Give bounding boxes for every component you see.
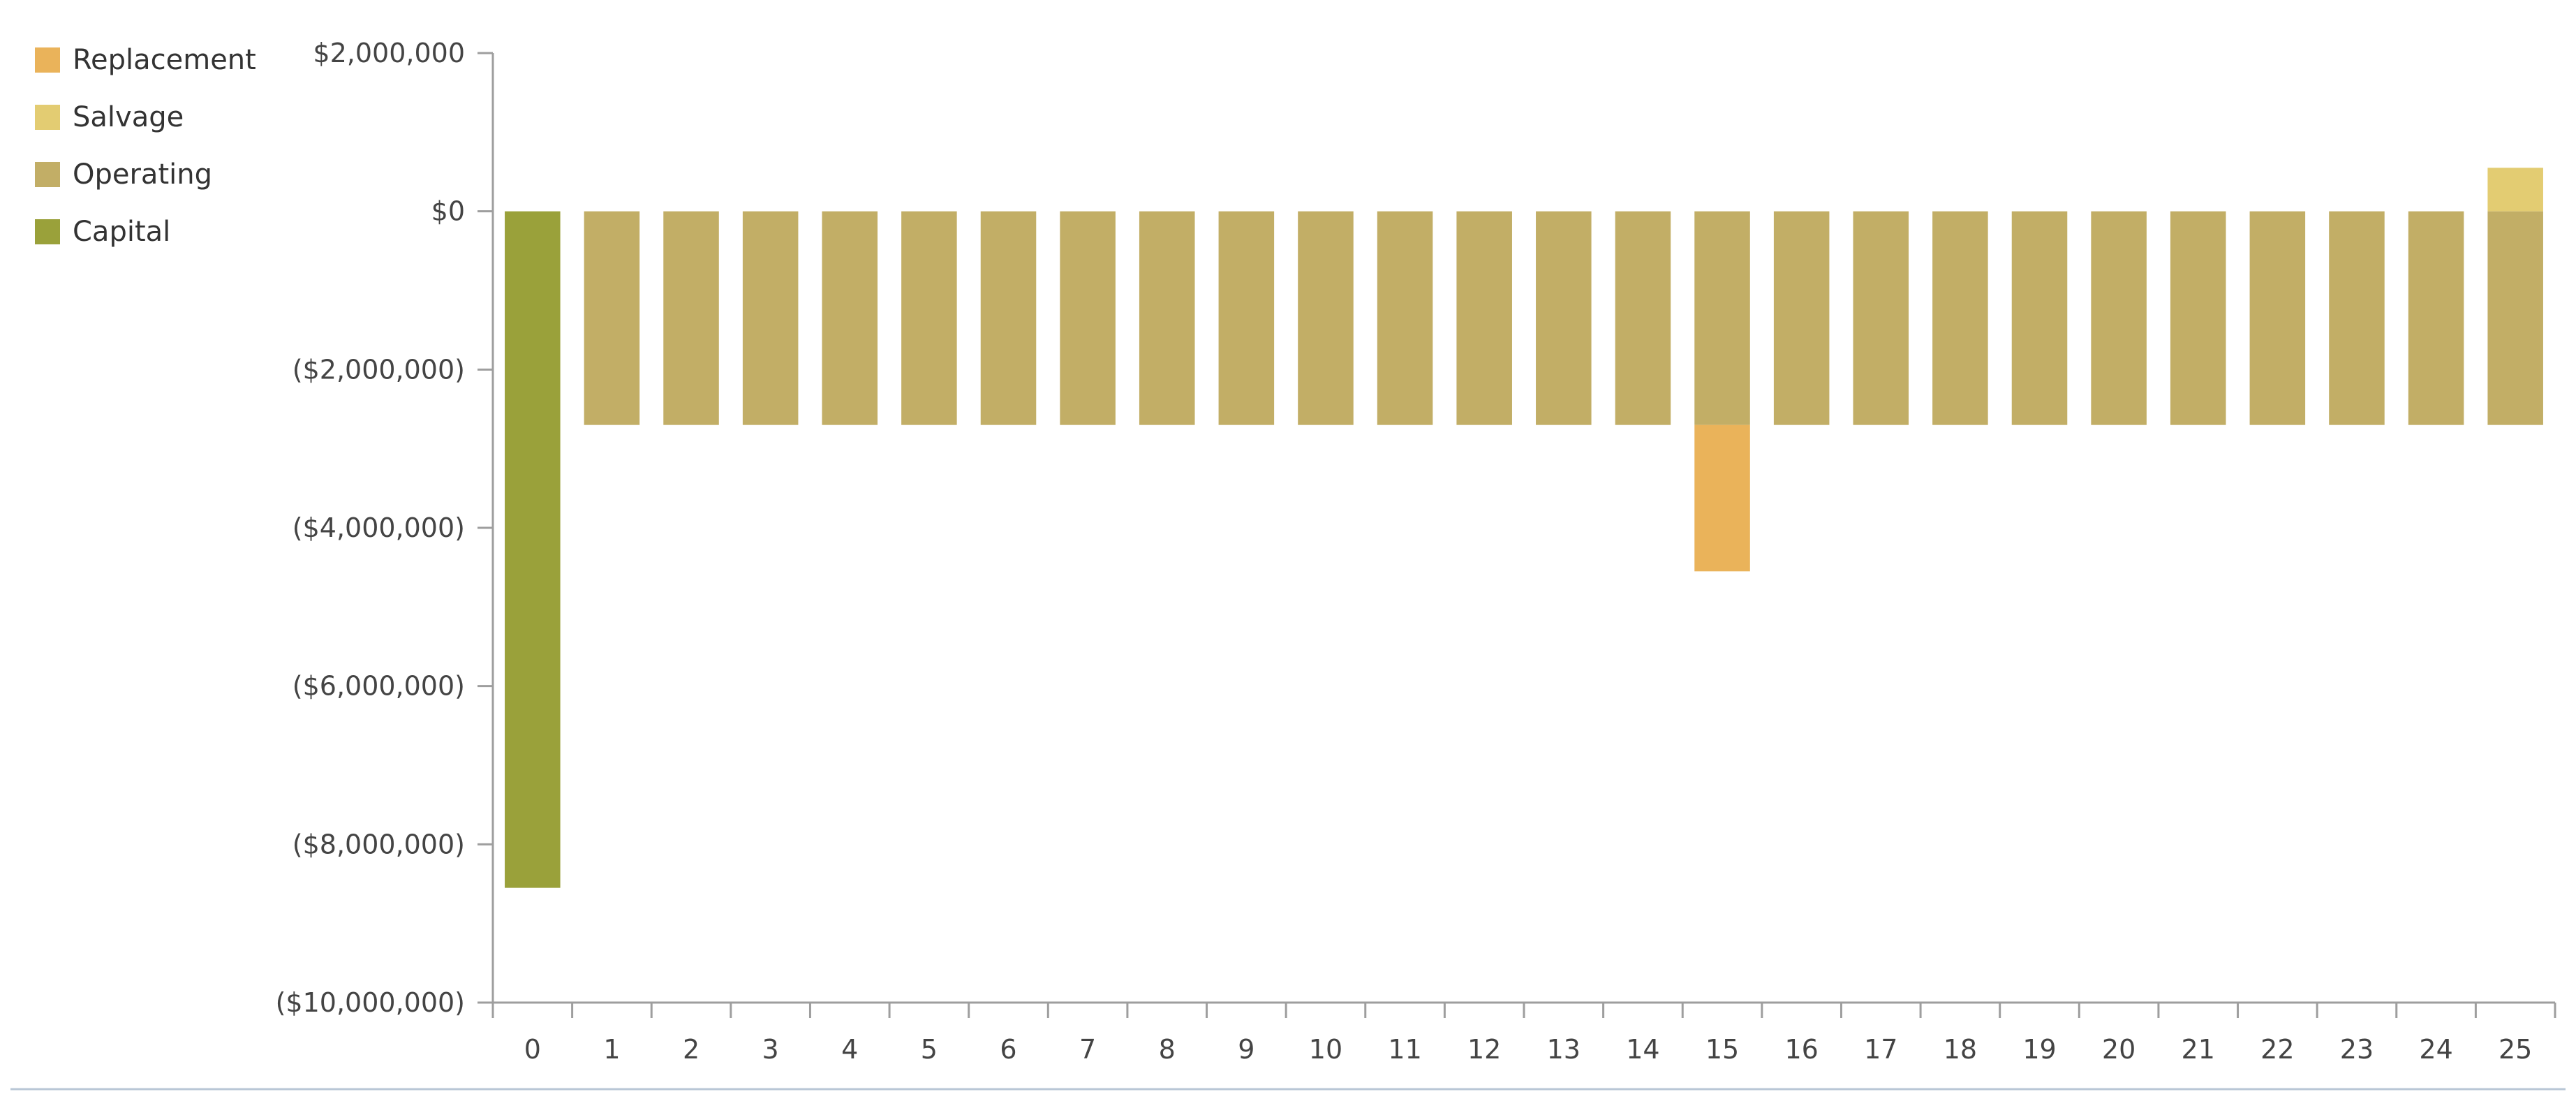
bar-operating-15 — [1694, 211, 1750, 425]
legend-label: Capital — [73, 216, 171, 248]
legend-label: Replacement — [73, 44, 256, 76]
bar-operating-21 — [2170, 211, 2226, 425]
x-tick-label: 6 — [1000, 1034, 1016, 1065]
legend-label: Operating — [73, 158, 212, 191]
y-tick-label: ($10,000,000) — [276, 987, 465, 1018]
legend-item-capital: Capital — [35, 203, 256, 260]
x-tick-label: 9 — [1238, 1034, 1254, 1065]
legend-item-salvage: Salvage — [35, 89, 256, 146]
x-tick-label: 13 — [1547, 1034, 1581, 1065]
bar-operating-8 — [1139, 211, 1195, 425]
x-tick-label: 1 — [603, 1034, 620, 1065]
legend: Replacement Salvage Operating Capital — [35, 31, 256, 260]
bar-operating-5 — [901, 211, 957, 425]
x-tick-label: 24 — [2419, 1034, 2452, 1065]
x-tick-label: 8 — [1159, 1034, 1176, 1065]
x-tick-label: 3 — [762, 1034, 779, 1065]
bar-operating-25 — [2487, 211, 2543, 425]
x-tick-label: 20 — [2102, 1034, 2135, 1065]
bar-operating-17 — [1853, 211, 1909, 425]
x-tick-label: 22 — [2260, 1034, 2294, 1065]
bar-operating-11 — [1377, 211, 1433, 425]
bar-operating-24 — [2408, 211, 2464, 425]
bar-operating-6 — [980, 211, 1037, 425]
x-tick-label: 10 — [1309, 1034, 1342, 1065]
x-tick-label: 21 — [2182, 1034, 2215, 1065]
bar-operating-14 — [1615, 211, 1671, 425]
bar-operating-9 — [1218, 211, 1275, 425]
y-tick-label: $2,000,000 — [313, 38, 465, 68]
legend-swatch — [35, 105, 60, 130]
x-tick-label: 5 — [921, 1034, 938, 1065]
bar-capital-0 — [505, 211, 561, 888]
x-tick-label: 15 — [1705, 1034, 1739, 1065]
legend-label: Salvage — [73, 101, 184, 133]
bar-operating-23 — [2329, 211, 2385, 425]
x-tick-label: 25 — [2499, 1034, 2532, 1065]
y-tick-label: ($8,000,000) — [293, 829, 465, 859]
bar-salvage-25 — [2487, 168, 2543, 212]
x-tick-label: 0 — [524, 1034, 541, 1065]
bar-operating-19 — [2011, 211, 2068, 425]
legend-swatch — [35, 162, 60, 187]
x-tick-label: 19 — [2022, 1034, 2056, 1065]
bar-replacement-15 — [1694, 424, 1750, 572]
legend-item-replacement: Replacement — [35, 31, 256, 89]
x-tick-label: 14 — [1626, 1034, 1659, 1065]
y-tick-label: $0 — [431, 196, 465, 227]
y-tick-label: ($4,000,000) — [293, 512, 465, 543]
bar-operating-22 — [2249, 211, 2306, 425]
bar-operating-18 — [1932, 211, 1988, 425]
bar-operating-13 — [1536, 211, 1592, 425]
bar-operating-7 — [1060, 211, 1116, 425]
bar-operating-10 — [1298, 211, 1354, 425]
legend-item-operating: Operating — [35, 146, 256, 203]
x-tick-label: 12 — [1467, 1034, 1501, 1065]
x-tick-label: 23 — [2340, 1034, 2374, 1065]
x-tick-label: 16 — [1784, 1034, 1818, 1065]
bar-operating-3 — [742, 211, 799, 425]
bar-operating-20 — [2091, 211, 2147, 425]
legend-swatch — [35, 47, 60, 73]
x-tick-label: 2 — [683, 1034, 699, 1065]
bar-operating-12 — [1456, 211, 1512, 425]
bar-operating-4 — [822, 211, 878, 425]
x-tick-label: 7 — [1079, 1034, 1096, 1065]
x-tick-label: 18 — [1944, 1034, 1977, 1065]
x-tick-label: 17 — [1864, 1034, 1897, 1065]
y-tick-label: ($6,000,000) — [293, 671, 465, 702]
x-tick-label: 11 — [1388, 1034, 1421, 1065]
legend-swatch — [35, 219, 60, 244]
y-tick-label: ($2,000,000) — [293, 354, 465, 385]
bar-operating-1 — [584, 211, 640, 425]
x-tick-label: 4 — [841, 1034, 858, 1065]
bar-operating-2 — [663, 211, 719, 425]
bar-operating-16 — [1773, 211, 1830, 425]
